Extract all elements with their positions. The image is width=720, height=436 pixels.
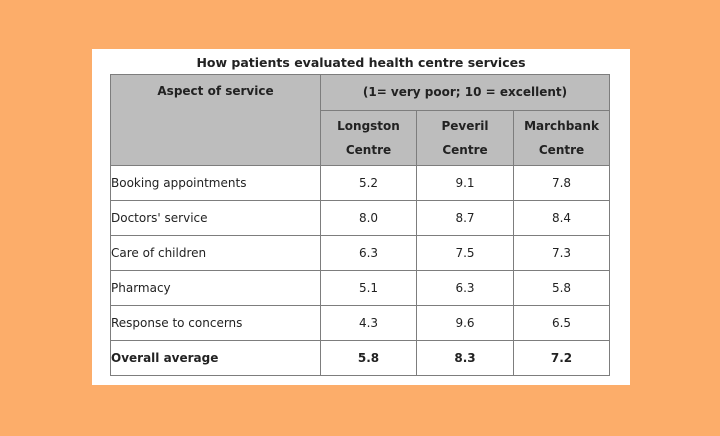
table-cell: 7.8 [512, 165, 611, 201]
row-label: Overall average [110, 340, 321, 376]
header-row-centres: Longston Centre Peveril Centre Marchbank… [111, 110, 611, 166]
table-cell: 6.3 [416, 270, 514, 306]
column-header-line2: Centre [538, 143, 585, 157]
table-cell: 6.3 [320, 235, 417, 271]
table-cell: 5.8 [320, 340, 417, 376]
table-row: Care of children 6.3 7.5 7.3 [110, 235, 611, 271]
table-cell: 7.3 [512, 235, 611, 271]
column-header-line2: Centre [345, 143, 392, 157]
table-row: Booking appointments 5.2 9.1 7.8 [110, 165, 611, 201]
scale-header: (1= very poor; 10 = excellent) [319, 74, 611, 111]
table-cell: 8.7 [416, 200, 514, 236]
table-cell: 5.8 [512, 270, 611, 306]
row-label: Booking appointments [110, 165, 321, 201]
column-header-line1: Peveril [441, 119, 489, 133]
column-header-line2: Centre [442, 143, 488, 157]
table-cell: 9.1 [416, 165, 514, 201]
column-header-line1: Longston [337, 119, 400, 133]
row-label: Care of children [110, 235, 321, 271]
header-row-top: Aspect of service (1= very poor; 10 = ex… [110, 74, 611, 166]
column-header-peveril: Peveril Centre [416, 110, 514, 166]
column-header-longston: Longston Centre [320, 110, 417, 166]
table-cell: 8.4 [512, 200, 611, 236]
average-row: Overall average 5.8 8.3 7.2 [110, 340, 611, 376]
table-cell: 6.5 [512, 305, 611, 341]
evaluation-table: Aspect of service (1= very poor; 10 = ex… [110, 74, 611, 376]
row-label: Doctors' service [110, 200, 321, 236]
table-cell: 8.0 [320, 200, 417, 236]
table-cell: 4.3 [320, 305, 417, 341]
table-row: Pharmacy 5.1 6.3 5.8 [110, 270, 611, 306]
table-cell: 9.6 [416, 305, 514, 341]
column-header-marchbank: Marchbank Centre [512, 110, 611, 166]
chart-card: How patients evaluated health centre ser… [92, 49, 630, 385]
table-cell: 7.2 [512, 340, 611, 376]
table-row: Doctors' service 8.0 8.7 8.4 [110, 200, 611, 236]
chart-title: How patients evaluated health centre ser… [196, 55, 526, 70]
table-row: Response to concerns 4.3 9.6 6.5 [110, 305, 611, 341]
table-cell: 5.2 [320, 165, 417, 201]
column-header-line1: Marchbank [524, 119, 599, 133]
table-cell: 5.1 [320, 270, 417, 306]
row-label: Response to concerns [110, 305, 321, 341]
table-cell: 7.5 [416, 235, 514, 271]
table-cell: 8.3 [416, 340, 514, 376]
row-label: Pharmacy [110, 270, 321, 306]
aspect-header: Aspect of service [110, 74, 321, 166]
